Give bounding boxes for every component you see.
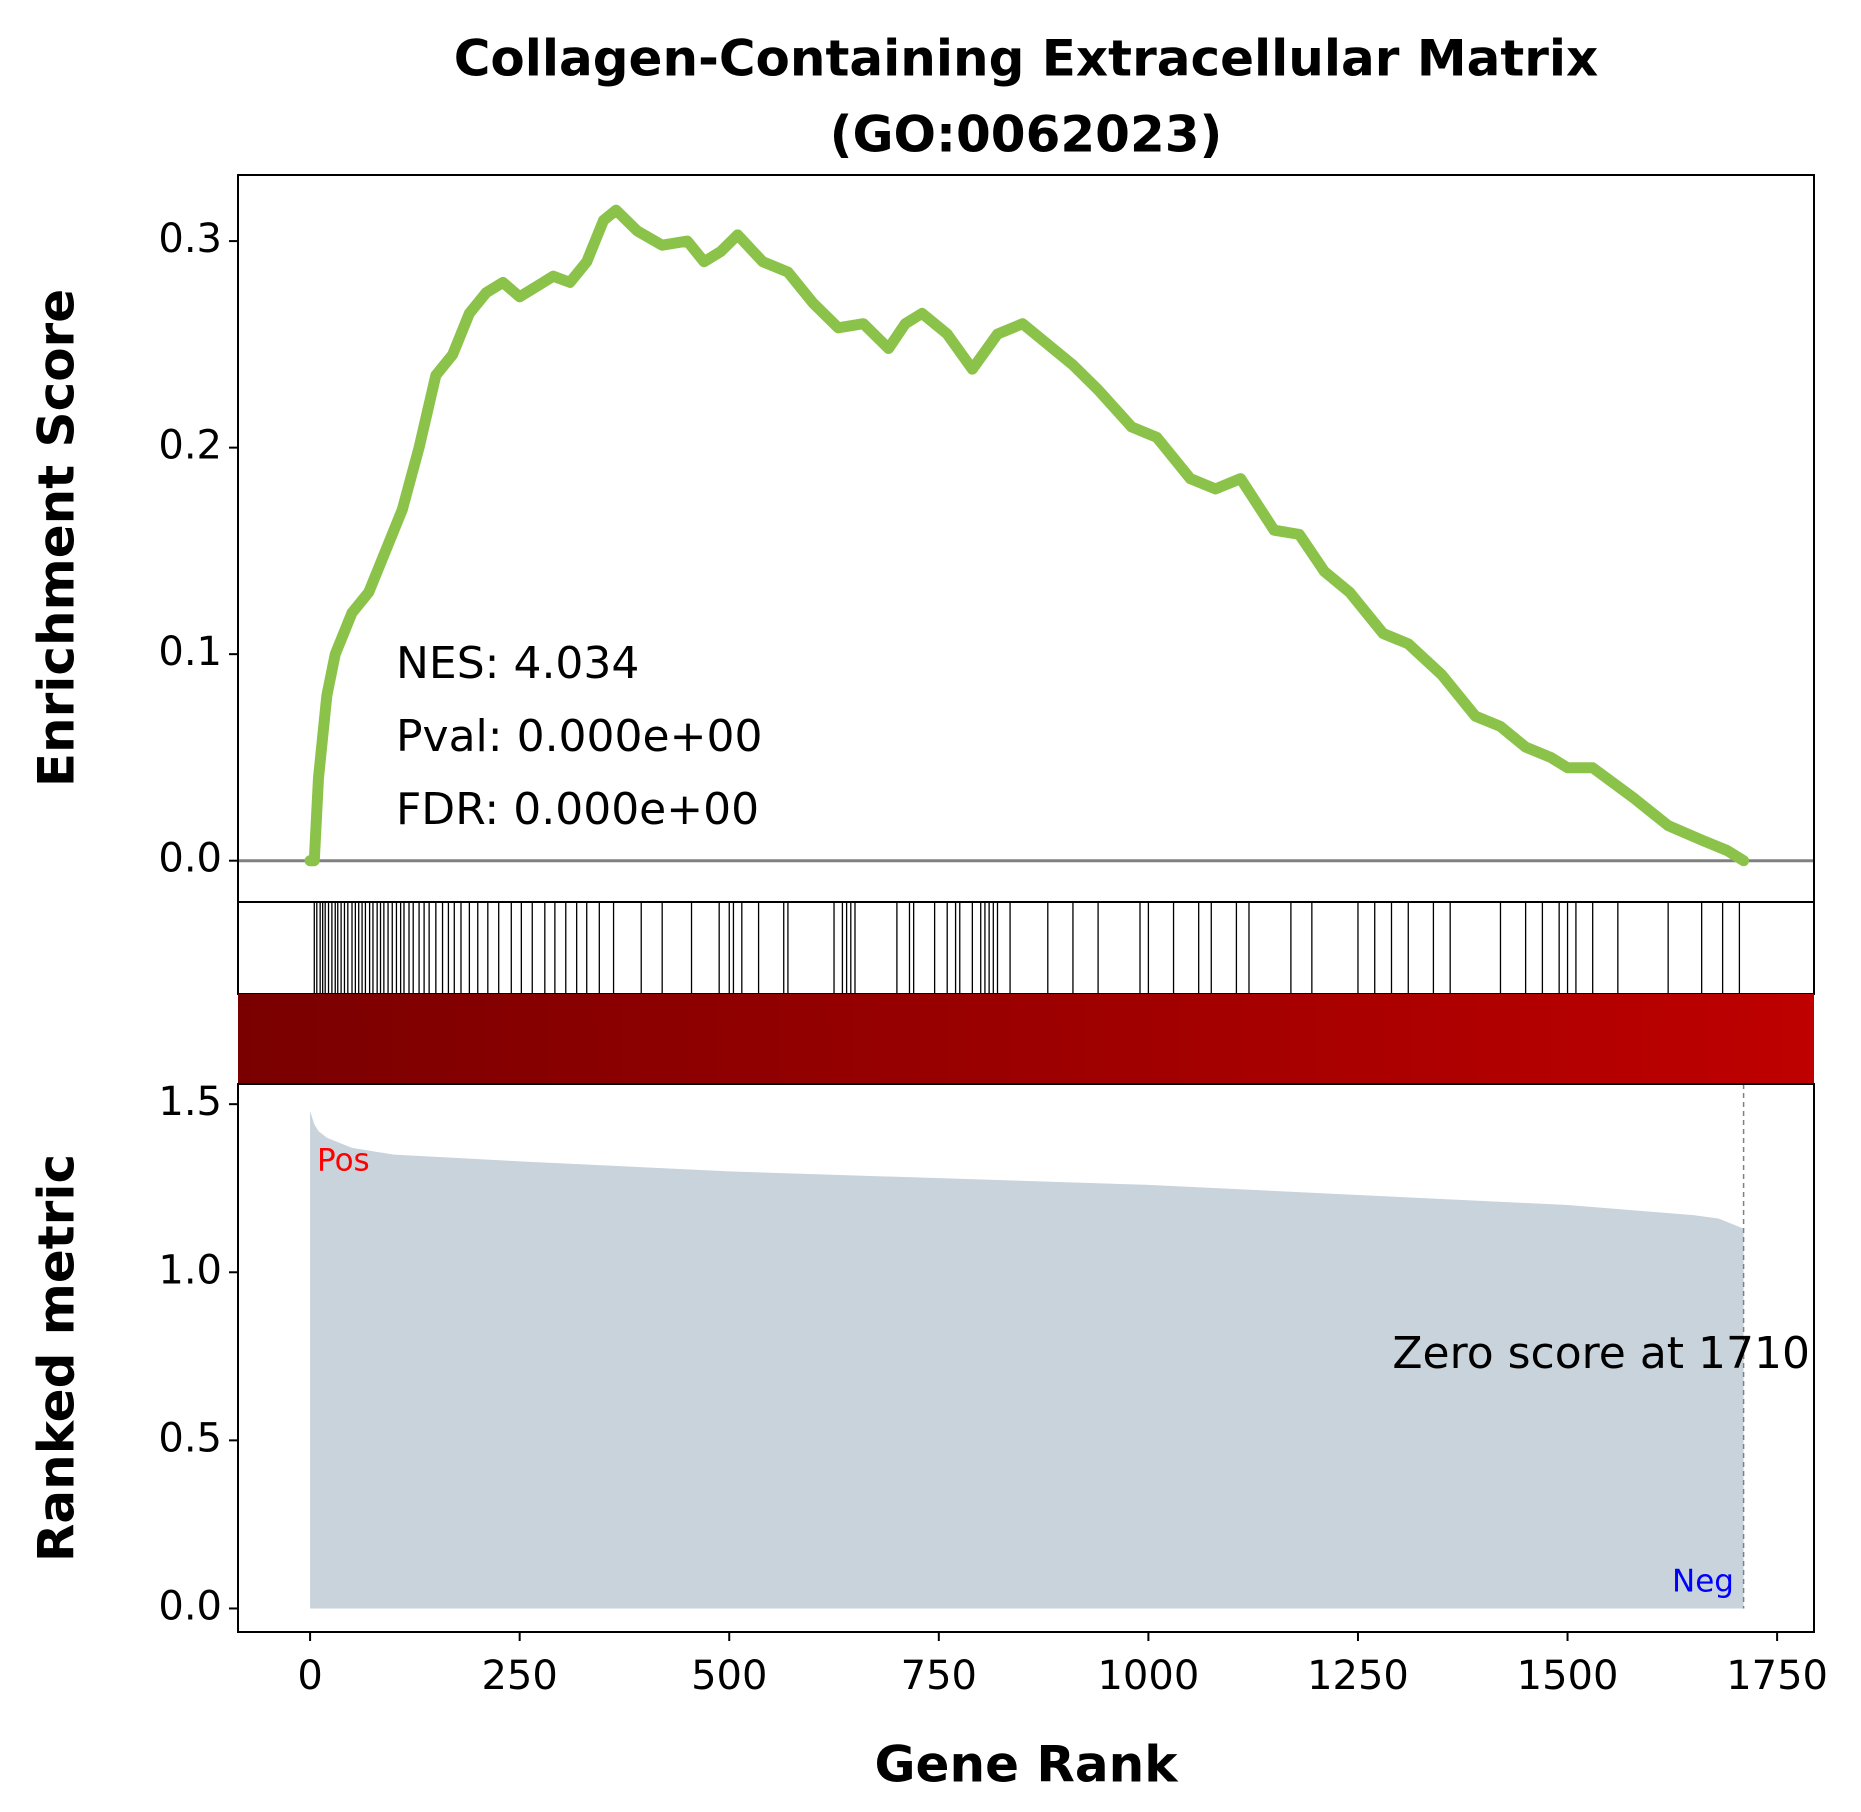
y-tick-label: 0.0 <box>158 836 222 882</box>
x-tick-label: 1250 <box>1307 1653 1409 1699</box>
neg-label: Neg <box>1672 1564 1734 1600</box>
stat-annotation: Pval: 0.000e+00 <box>396 711 762 762</box>
y-tick-label: 0.5 <box>158 1415 222 1461</box>
y-tick-label: 0.2 <box>158 423 222 469</box>
x-axis-label: Gene Rank <box>875 1736 1180 1794</box>
y-tick-label: 0.1 <box>158 629 222 675</box>
x-tick-label: 0 <box>297 1653 322 1699</box>
stat-annotation: NES: 4.034 <box>396 638 639 689</box>
axes-frame <box>237 1083 1815 1633</box>
x-tick-label: 500 <box>691 1653 767 1699</box>
zero-score-label: Zero score at 1710 <box>1392 1328 1810 1379</box>
y-tick-label: 1.0 <box>158 1247 222 1293</box>
chart-title: (GO:0062023) <box>830 106 1223 164</box>
chart-title: Collagen-Containing Extracellular Matrix <box>454 30 1599 88</box>
y-tick-label: 0.0 <box>158 1583 222 1629</box>
x-tick-label: 250 <box>481 1653 557 1699</box>
y-tick-label: 0.3 <box>158 216 222 262</box>
y-axis-label: Enrichment Score <box>28 289 86 787</box>
es-line <box>304 204 1750 867</box>
y-tick-label: 1.5 <box>158 1079 222 1125</box>
x-tick-label: 1000 <box>1097 1653 1199 1699</box>
x-tick-label: 1750 <box>1726 1653 1828 1699</box>
y-axis-label: Ranked metric <box>28 1154 86 1562</box>
x-tick-label: 1500 <box>1517 1653 1619 1699</box>
axes-frame <box>237 901 1815 995</box>
metric-area <box>310 1110 1744 1609</box>
stat-annotation: FDR: 0.000e+00 <box>396 784 759 835</box>
color-bar <box>238 994 1814 1084</box>
pos-label: Pos <box>317 1143 370 1179</box>
x-tick-label: 750 <box>901 1653 977 1699</box>
